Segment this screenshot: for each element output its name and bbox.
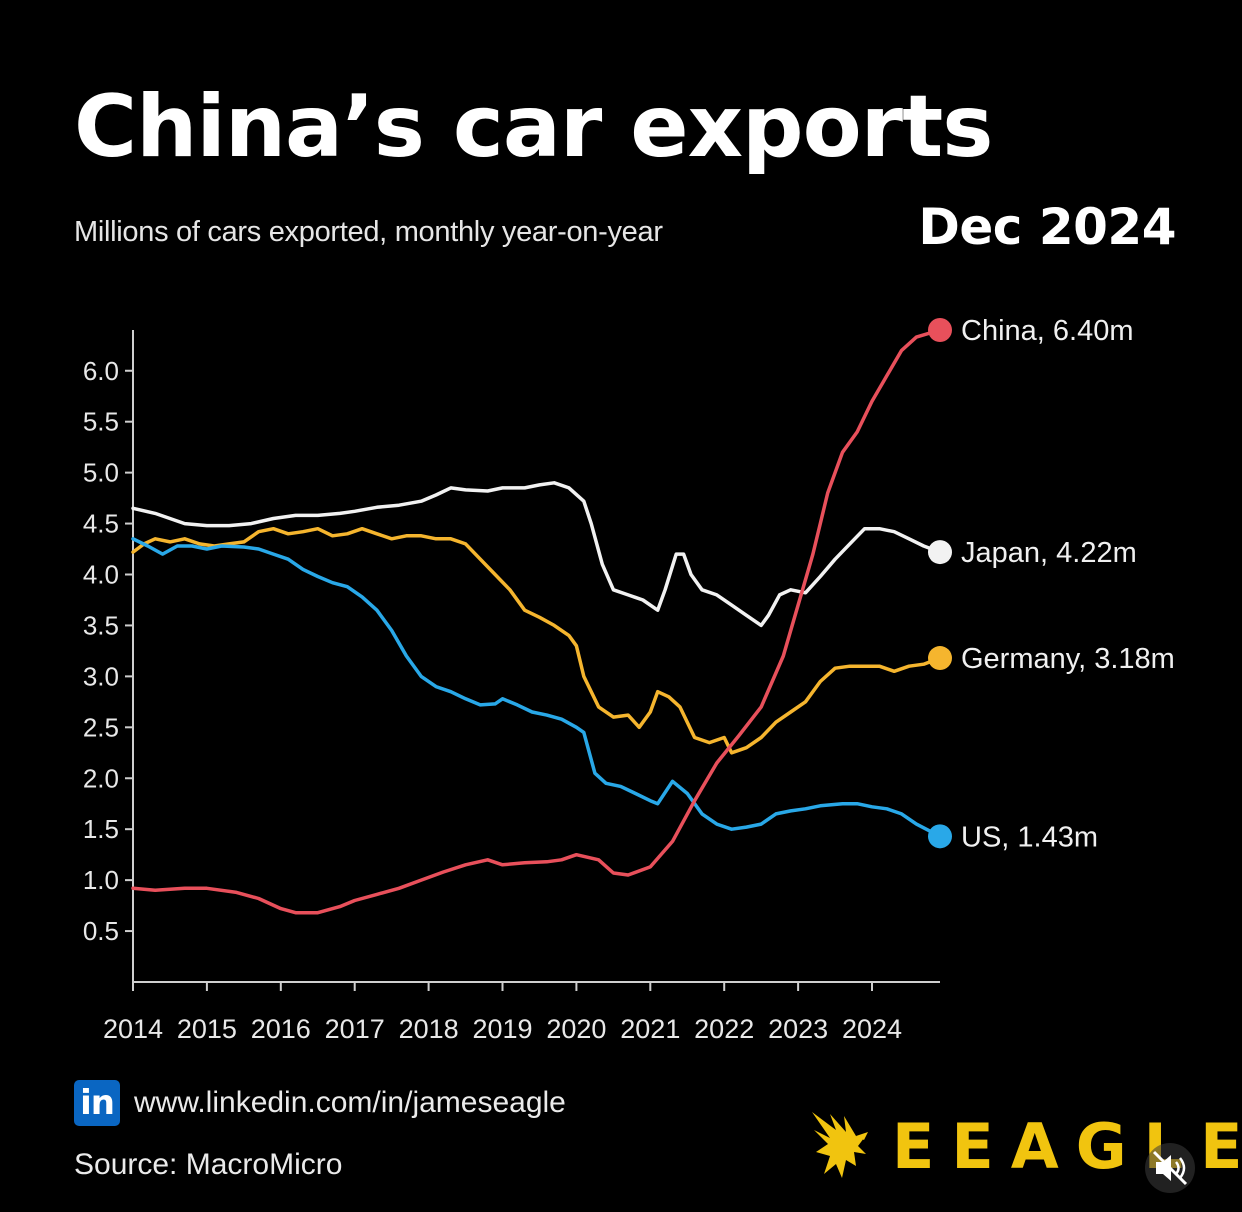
series-line-japan [131, 481, 942, 628]
chart-end-labels: China, 6.40m Japan, 4.22m Germany, 3.18m US… [928, 315, 1175, 853]
linkedin-icon: in [74, 1080, 120, 1126]
x-tick-label: 2018 [399, 1014, 459, 1044]
x-tick-label: 2022 [694, 1014, 754, 1044]
end-label-japan: Japan, 4.22m [961, 537, 1137, 569]
line-chart: 0.5 1.0 1.5 2.0 2.5 3.0 3.5 4.0 4.5 5.0 5.5 6.0 2014… [83, 315, 1175, 1044]
x-tick-label: 2016 [251, 1014, 311, 1044]
y-tick-label: 1.0 [83, 865, 119, 895]
end-marker-china [928, 318, 952, 342]
y-tick-label: 5.0 [83, 458, 119, 488]
date-label: Dec 2024 [918, 198, 1176, 256]
y-tick-label: 2.0 [83, 763, 119, 793]
x-tick-label: 2015 [177, 1014, 237, 1044]
y-tick-label: 2.5 [83, 712, 119, 742]
y-tick-label: 4.0 [83, 560, 119, 590]
end-marker-germany [928, 646, 952, 671]
x-tick-label: 2017 [325, 1014, 385, 1044]
x-tick-label: 2019 [472, 1014, 532, 1044]
chart-subtitle: Millions of cars exported, monthly year-… [74, 216, 663, 248]
end-label-us: US, 1.43m [961, 821, 1098, 853]
end-marker-japan [928, 540, 952, 565]
x-tick-label: 2024 [842, 1014, 902, 1044]
y-tick-label: 3.5 [83, 610, 119, 640]
x-tick-label: 2021 [620, 1014, 680, 1044]
chart-axes: 0.5 1.0 1.5 2.0 2.5 3.0 3.5 4.0 4.5 5.0 5.5 6.0 2014… [83, 330, 940, 1044]
linkedin-link[interactable]: in www.linkedin.com/in/jameseagle [74, 1080, 566, 1126]
mute-icon[interactable] [1144, 1142, 1196, 1194]
linkedin-url[interactable]: www.linkedin.com/in/jameseagle [134, 1086, 566, 1119]
series-line-us [131, 537, 942, 839]
series-line-china [131, 328, 942, 915]
y-tick-label: 4.5 [83, 509, 119, 539]
end-label-china: China, 6.40m [961, 315, 1134, 347]
y-tick-label: 6.0 [83, 356, 119, 386]
series-line-germany [131, 526, 942, 755]
chart-title: China’s car exports [74, 77, 993, 177]
x-tick-label: 2023 [768, 1014, 828, 1044]
end-marker-us [928, 824, 952, 849]
x-tick-label: 2014 [103, 1014, 163, 1044]
y-tick-label: 3.0 [83, 661, 119, 691]
x-tick-label: 2020 [546, 1014, 606, 1044]
eagle-icon [812, 1112, 868, 1178]
y-tick-label: 5.5 [83, 407, 119, 437]
end-label-germany: Germany, 3.18m [961, 643, 1175, 675]
source-note: Source: MacroMicro [74, 1148, 343, 1181]
chart-series [131, 328, 942, 915]
y-tick-label: 1.5 [83, 814, 119, 844]
y-tick-label: 0.5 [83, 916, 119, 946]
